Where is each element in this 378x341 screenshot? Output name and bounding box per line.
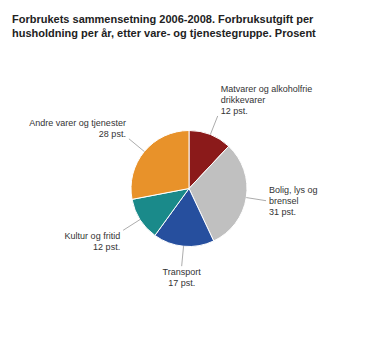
svg-text:Andre varer og tjenester28 pst: Andre varer og tjenester28 pst.	[29, 118, 126, 139]
html-text:Forbrukets sammensetning 2006-: Forbrukets sammensetning 2006-2008. Forb…	[12, 13, 314, 25]
html-text:husholdning per år, etter vare: husholdning per år, etter vare- og tjene…	[12, 27, 316, 39]
svg-text:Kultur og fritid12 pst.: Kultur og fritid12 pst.	[65, 231, 121, 252]
svg-text:Matvarer og alkoholfriedrikkev: Matvarer og alkoholfriedrikkevarer12 pst…	[221, 84, 313, 116]
svg-text:Bolig, lys ogbrensel31 pst.: Bolig, lys ogbrensel31 pst.	[269, 185, 318, 217]
svg-text:Transport17 pst.: Transport17 pst.	[163, 267, 202, 288]
